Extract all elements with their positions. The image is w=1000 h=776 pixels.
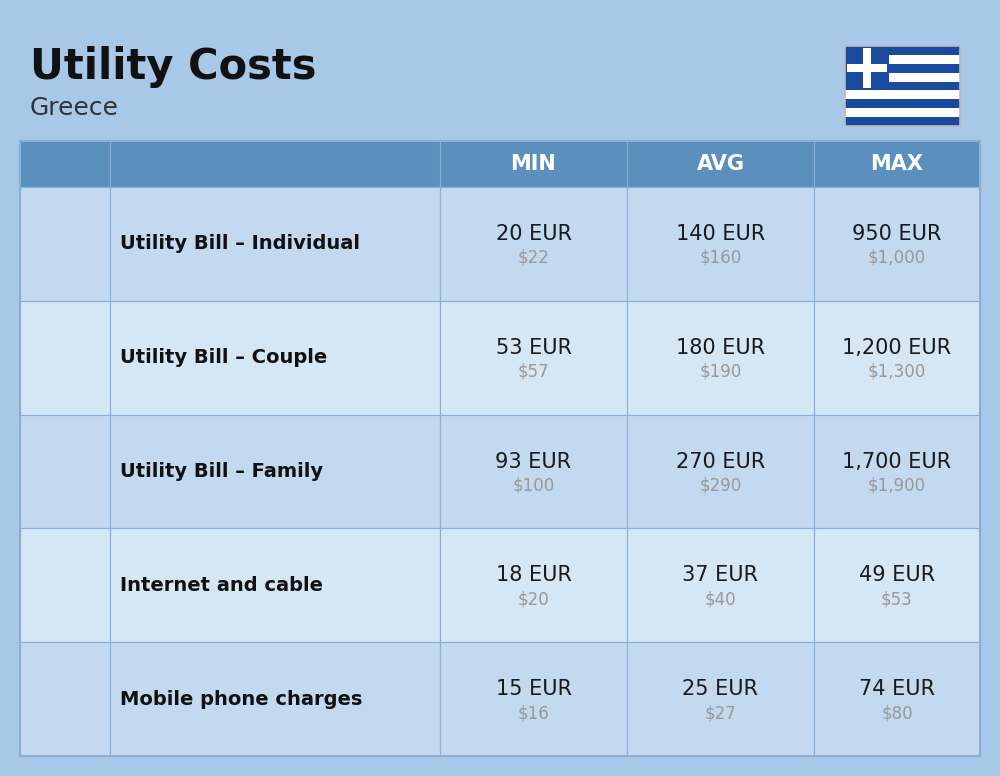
Text: $100: $100 bbox=[512, 476, 555, 494]
Bar bbox=[627, 187, 814, 301]
Text: MIN: MIN bbox=[511, 154, 556, 174]
Text: $40: $40 bbox=[705, 591, 736, 608]
Text: Utility Costs: Utility Costs bbox=[30, 46, 316, 88]
Bar bbox=[20, 141, 980, 756]
Text: $20: $20 bbox=[518, 591, 549, 608]
Text: 37 EUR: 37 EUR bbox=[682, 565, 759, 585]
Bar bbox=[627, 301, 814, 414]
Bar bbox=[20, 643, 110, 756]
Bar bbox=[440, 528, 627, 643]
Text: 20 EUR: 20 EUR bbox=[496, 224, 572, 244]
Bar bbox=[440, 141, 627, 187]
Bar bbox=[814, 141, 980, 187]
Text: 49 EUR: 49 EUR bbox=[859, 565, 935, 585]
Text: $22: $22 bbox=[518, 249, 549, 267]
Bar bbox=[627, 643, 814, 756]
Bar bbox=[20, 187, 110, 301]
Bar bbox=[20, 414, 110, 528]
Text: 950 EUR: 950 EUR bbox=[852, 224, 942, 244]
Bar bbox=[845, 46, 960, 126]
Bar bbox=[110, 414, 440, 528]
Bar bbox=[845, 91, 960, 99]
Text: Utility Bill – Family: Utility Bill – Family bbox=[120, 462, 323, 481]
Bar bbox=[814, 414, 980, 528]
Text: $16: $16 bbox=[518, 704, 549, 722]
Bar bbox=[440, 187, 627, 301]
Text: 15 EUR: 15 EUR bbox=[496, 679, 572, 699]
Text: 1,700 EUR: 1,700 EUR bbox=[842, 452, 952, 472]
Text: Mobile phone charges: Mobile phone charges bbox=[120, 690, 362, 708]
Bar bbox=[845, 46, 960, 55]
Text: $160: $160 bbox=[699, 249, 742, 267]
Bar bbox=[845, 108, 960, 117]
Bar bbox=[440, 414, 627, 528]
Text: 25 EUR: 25 EUR bbox=[682, 679, 759, 699]
Text: $1,300: $1,300 bbox=[868, 362, 926, 381]
Bar bbox=[847, 64, 887, 72]
Bar bbox=[110, 301, 440, 414]
Text: 74 EUR: 74 EUR bbox=[859, 679, 935, 699]
Bar bbox=[110, 187, 440, 301]
Bar bbox=[845, 46, 889, 91]
Text: 93 EUR: 93 EUR bbox=[495, 452, 572, 472]
Text: $1,000: $1,000 bbox=[868, 249, 926, 267]
Text: $1,900: $1,900 bbox=[868, 476, 926, 494]
Bar bbox=[845, 55, 960, 64]
Text: $27: $27 bbox=[705, 704, 736, 722]
Text: $57: $57 bbox=[518, 362, 549, 381]
Bar bbox=[845, 99, 960, 108]
Text: $53: $53 bbox=[881, 591, 913, 608]
Bar bbox=[845, 81, 960, 91]
Text: 18 EUR: 18 EUR bbox=[496, 565, 571, 585]
Bar bbox=[20, 301, 110, 414]
Bar bbox=[814, 301, 980, 414]
Bar bbox=[845, 117, 960, 126]
Text: MAX: MAX bbox=[870, 154, 924, 174]
Bar bbox=[863, 48, 871, 88]
Bar bbox=[440, 301, 627, 414]
Bar bbox=[814, 643, 980, 756]
Text: Greece: Greece bbox=[30, 96, 119, 120]
Text: $290: $290 bbox=[699, 476, 742, 494]
Text: Utility Bill – Individual: Utility Bill – Individual bbox=[120, 234, 360, 254]
Bar bbox=[110, 643, 440, 756]
Bar bbox=[627, 141, 814, 187]
Bar bbox=[110, 528, 440, 643]
Bar bbox=[814, 528, 980, 643]
Text: AVG: AVG bbox=[696, 154, 744, 174]
Text: 1,200 EUR: 1,200 EUR bbox=[842, 338, 952, 358]
Text: $190: $190 bbox=[699, 362, 742, 381]
Bar bbox=[20, 528, 110, 643]
Bar bbox=[440, 643, 627, 756]
Bar bbox=[20, 141, 110, 187]
Bar bbox=[845, 64, 960, 73]
Text: 53 EUR: 53 EUR bbox=[496, 338, 572, 358]
Text: Internet and cable: Internet and cable bbox=[120, 576, 323, 594]
Bar bbox=[627, 528, 814, 643]
Text: Utility Bill – Couple: Utility Bill – Couple bbox=[120, 348, 327, 367]
Bar bbox=[627, 414, 814, 528]
Text: 140 EUR: 140 EUR bbox=[676, 224, 765, 244]
Bar bbox=[814, 187, 980, 301]
Bar bbox=[845, 46, 960, 126]
Text: $80: $80 bbox=[881, 704, 913, 722]
Text: 180 EUR: 180 EUR bbox=[676, 338, 765, 358]
Bar bbox=[110, 141, 440, 187]
Bar bbox=[845, 73, 960, 81]
Text: 270 EUR: 270 EUR bbox=[676, 452, 765, 472]
